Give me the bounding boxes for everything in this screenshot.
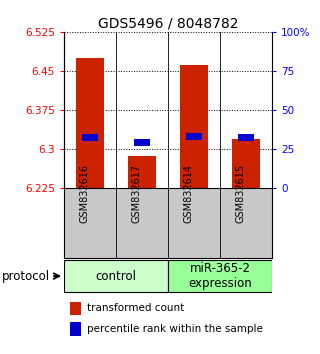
Text: transformed count: transformed count [87,303,184,313]
FancyBboxPatch shape [64,260,168,292]
Bar [76,58,104,188]
Text: GSM832616: GSM832616 [80,164,90,223]
Text: protocol: protocol [2,270,51,282]
Text: GSM832614: GSM832614 [184,164,194,223]
FancyBboxPatch shape [168,260,272,292]
Bar [180,64,208,188]
Text: GSM832615: GSM832615 [236,164,246,223]
Bar [128,156,156,188]
Text: control: control [95,270,137,282]
Text: percentile rank within the sample: percentile rank within the sample [87,324,263,334]
Bar [70,322,81,336]
Bar [238,134,254,141]
Text: GSM832617: GSM832617 [132,164,142,223]
Bar [232,139,260,188]
Bar [82,134,98,141]
Title: GDS5496 / 8048782: GDS5496 / 8048782 [98,17,238,31]
Text: miR-365-2
expression: miR-365-2 expression [188,262,252,290]
Bar [70,302,81,315]
Bar [186,133,202,140]
Bar [134,139,150,146]
